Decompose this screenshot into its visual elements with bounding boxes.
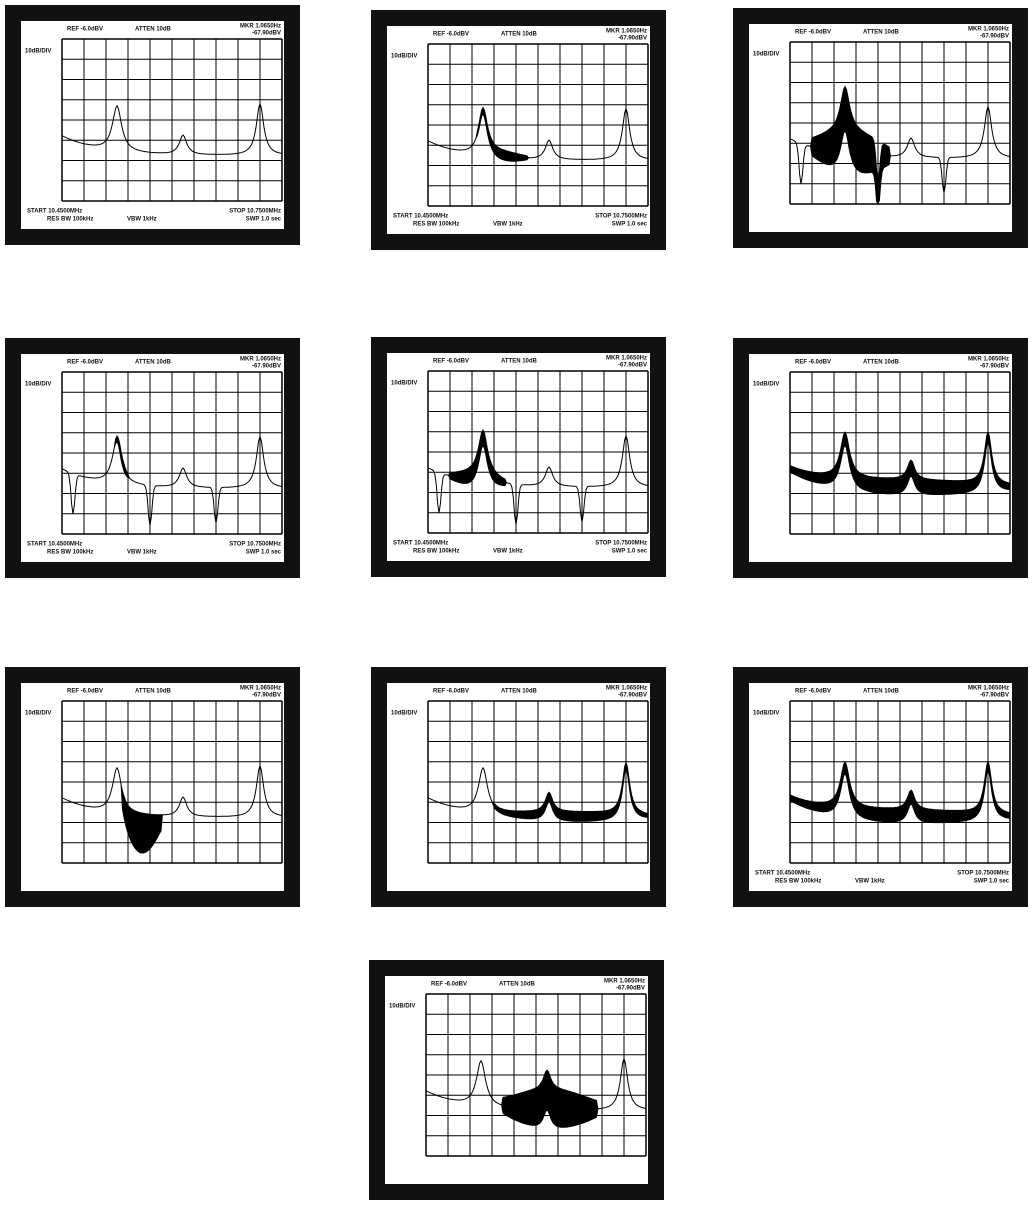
screen-face [387, 26, 650, 234]
start-frequency: START 10.4500MHz [393, 541, 448, 547]
attenuation: ATTEN 10dB [501, 359, 538, 365]
marker-frequency: MKR 1.0650Hz [606, 356, 647, 362]
vertical-scale: 10dB/DIV [391, 381, 417, 387]
stop-frequency: STOP 10.7500MHz [957, 871, 1009, 877]
attenuation: ATTEN 10dB [863, 30, 900, 36]
vertical-scale: 10dB/DIV [25, 49, 51, 55]
analyzer-screen: REF -6.0dBV ATTEN 10dB MKR 1.0650Hz-67.90d… [733, 667, 1028, 907]
analyzer-screen: REF -6.0dBV ATTEN 10dB MKR 1.0650Hz-67.90d… [5, 5, 300, 245]
ref-level: REF -6.0dBV [795, 30, 831, 36]
stop-frequency: STOP 10.7500MHz [229, 542, 281, 548]
analyzer-screen: REF -6.0dBV ATTEN 10dB MKR 1.0650Hz-67.90d… [5, 667, 300, 907]
ref-level: REF -6.0dBV [433, 32, 469, 38]
analyzer-screen: REF -6.0dBV ATTEN 10dB MKR 1.0650Hz-67.90d… [733, 338, 1028, 578]
marker-level: -67.90dBV [980, 693, 1009, 699]
stop-frequency: STOP 10.7500MHz [595, 214, 647, 220]
vertical-scale: 10dB/DIV [753, 382, 779, 388]
analyzer-screen: REF -6.0dBV ATTEN 10dB MKR 1.0650Hz-67.90d… [371, 667, 666, 907]
ref-level: REF -6.0dBV [795, 689, 831, 695]
attenuation: ATTEN 10dB [135, 27, 172, 33]
screen-face [385, 976, 648, 1184]
attenuation: ATTEN 10dB [135, 689, 172, 695]
start-frequency: START 10.4500MHz [27, 209, 82, 215]
attenuation: ATTEN 10dB [501, 32, 538, 38]
screen-face [387, 353, 650, 561]
ref-level: REF -6.0dBV [67, 360, 103, 366]
marker-frequency: MKR 1.0650Hz [240, 357, 281, 363]
resolution-bandwidth: RES BW 100kHz [775, 879, 821, 885]
start-frequency: START 10.4500MHz [393, 214, 448, 220]
attenuation: ATTEN 10dB [135, 360, 172, 366]
marker-frequency: MKR 1.0650Hz [968, 27, 1009, 33]
start-frequency: START 10.4500MHz [27, 542, 82, 548]
sweep-time: SWP 1.0 sec [612, 222, 648, 228]
ref-level: REF -6.0dBV [67, 689, 103, 695]
marker-level: -67.90dBV [980, 34, 1009, 40]
marker-level: -67.90dBV [618, 363, 647, 369]
vertical-scale: 10dB/DIV [25, 711, 51, 717]
marker-level: -67.90dBV [252, 693, 281, 699]
vertical-scale: 10dB/DIV [389, 1004, 415, 1010]
vertical-scale: 10dB/DIV [753, 52, 779, 58]
vertical-scale: 10dB/DIV [391, 54, 417, 60]
screen-face [21, 683, 284, 891]
attenuation: ATTEN 10dB [863, 689, 900, 695]
resolution-bandwidth: RES BW 100kHz [47, 550, 93, 556]
video-bandwidth: VBW 1kHz [493, 549, 523, 555]
vertical-scale: 10dB/DIV [753, 711, 779, 717]
ref-level: REF -6.0dBV [433, 689, 469, 695]
start-frequency: START 10.4500MHz [755, 871, 810, 877]
stop-frequency: STOP 10.7500MHz [595, 541, 647, 547]
sweep-time: SWP 1.0 sec [612, 549, 648, 555]
sweep-time: SWP 1.0 sec [246, 550, 282, 556]
marker-frequency: MKR 1.0650Hz [606, 29, 647, 35]
vertical-scale: 10dB/DIV [25, 382, 51, 388]
attenuation: ATTEN 10dB [499, 982, 536, 988]
resolution-bandwidth: RES BW 100kHz [47, 217, 93, 223]
marker-level: -67.90dBV [252, 31, 281, 37]
analyzer-screen: REF -6.0dBV ATTEN 10dB MKR 1.0650Hz-67.90d… [371, 10, 666, 250]
analyzer-screen: REF -6.0dBV ATTEN 10dB MKR 1.0650Hz-67.90d… [5, 338, 300, 578]
screen-face [749, 354, 1012, 562]
analyzer-screen: REF -6.0dBV ATTEN 10dB MKR 1.0650Hz-67.90d… [733, 8, 1028, 248]
marker-level: -67.90dBV [618, 36, 647, 42]
marker-frequency: MKR 1.0650Hz [968, 686, 1009, 692]
marker-frequency: MKR 1.0650Hz [240, 24, 281, 30]
video-bandwidth: VBW 1kHz [493, 222, 523, 228]
screen-face [21, 354, 284, 562]
sweep-time: SWP 1.0 sec [246, 217, 282, 223]
marker-frequency: MKR 1.0650Hz [968, 357, 1009, 363]
screen-face [387, 683, 650, 891]
screen-face [749, 24, 1012, 232]
marker-frequency: MKR 1.0650Hz [604, 979, 645, 985]
video-bandwidth: VBW 1kHz [127, 550, 157, 556]
screen-face [749, 683, 1012, 891]
ref-level: REF -6.0dBV [433, 359, 469, 365]
analyzer-screen: REF -6.0dBV ATTEN 10dB MKR 1.0650Hz-67.90d… [371, 337, 666, 577]
ref-level: REF -6.0dBV [431, 982, 467, 988]
video-bandwidth: VBW 1kHz [127, 217, 157, 223]
marker-level: -67.90dBV [618, 693, 647, 699]
sweep-time: SWP 1.0 sec [974, 879, 1010, 885]
attenuation: ATTEN 10dB [501, 689, 538, 695]
ref-level: REF -6.0dBV [795, 360, 831, 366]
marker-level: -67.90dBV [616, 986, 645, 992]
analyzer-screen: REF -6.0dBV ATTEN 10dB MKR 1.0650Hz-67.90d… [369, 960, 664, 1200]
screen-face [21, 21, 284, 229]
marker-frequency: MKR 1.0650Hz [240, 686, 281, 692]
page: REF -6.0dBVATTEN 10dBMKR 1.0650Hz-67.90d… [0, 0, 1033, 1207]
marker-level: -67.90dBV [980, 364, 1009, 370]
attenuation: ATTEN 10dB [863, 360, 900, 366]
stop-frequency: STOP 10.7500MHz [229, 209, 281, 215]
video-bandwidth: VBW 1kHz [855, 879, 885, 885]
figure: REF -6.0dBVATTEN 10dBMKR 1.0650Hz-67.90d… [0, 0, 1033, 1202]
marker-level: -67.90dBV [252, 364, 281, 370]
ref-level: REF -6.0dBV [67, 27, 103, 33]
resolution-bandwidth: RES BW 100kHz [413, 222, 459, 228]
vertical-scale: 10dB/DIV [391, 711, 417, 717]
marker-frequency: MKR 1.0650Hz [606, 686, 647, 692]
resolution-bandwidth: RES BW 100kHz [413, 549, 459, 555]
